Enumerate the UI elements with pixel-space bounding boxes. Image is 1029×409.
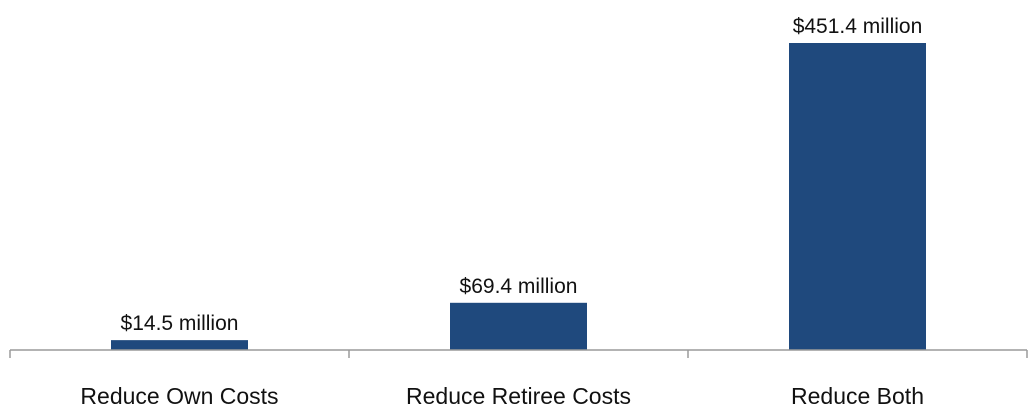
labels-layer: $14.5 million Reduce Own Costs $69.4 milli… — [80, 15, 924, 409]
data-label: $451.4 million — [793, 15, 923, 38]
category-tick-label: Reduce Both — [791, 383, 924, 409]
bar-reduce-retiree-costs — [450, 302, 587, 350]
x-axis — [9, 349, 1028, 358]
bar-reduce-both — [789, 43, 926, 350]
bar-reduce-own-costs — [111, 340, 248, 350]
bars-layer — [111, 43, 926, 350]
data-label: $69.4 million — [460, 275, 578, 298]
category-tick-label: Reduce Retiree Costs — [406, 383, 631, 409]
category-tick-label: Reduce Own Costs — [80, 383, 278, 409]
data-label: $14.5 million — [121, 312, 239, 335]
